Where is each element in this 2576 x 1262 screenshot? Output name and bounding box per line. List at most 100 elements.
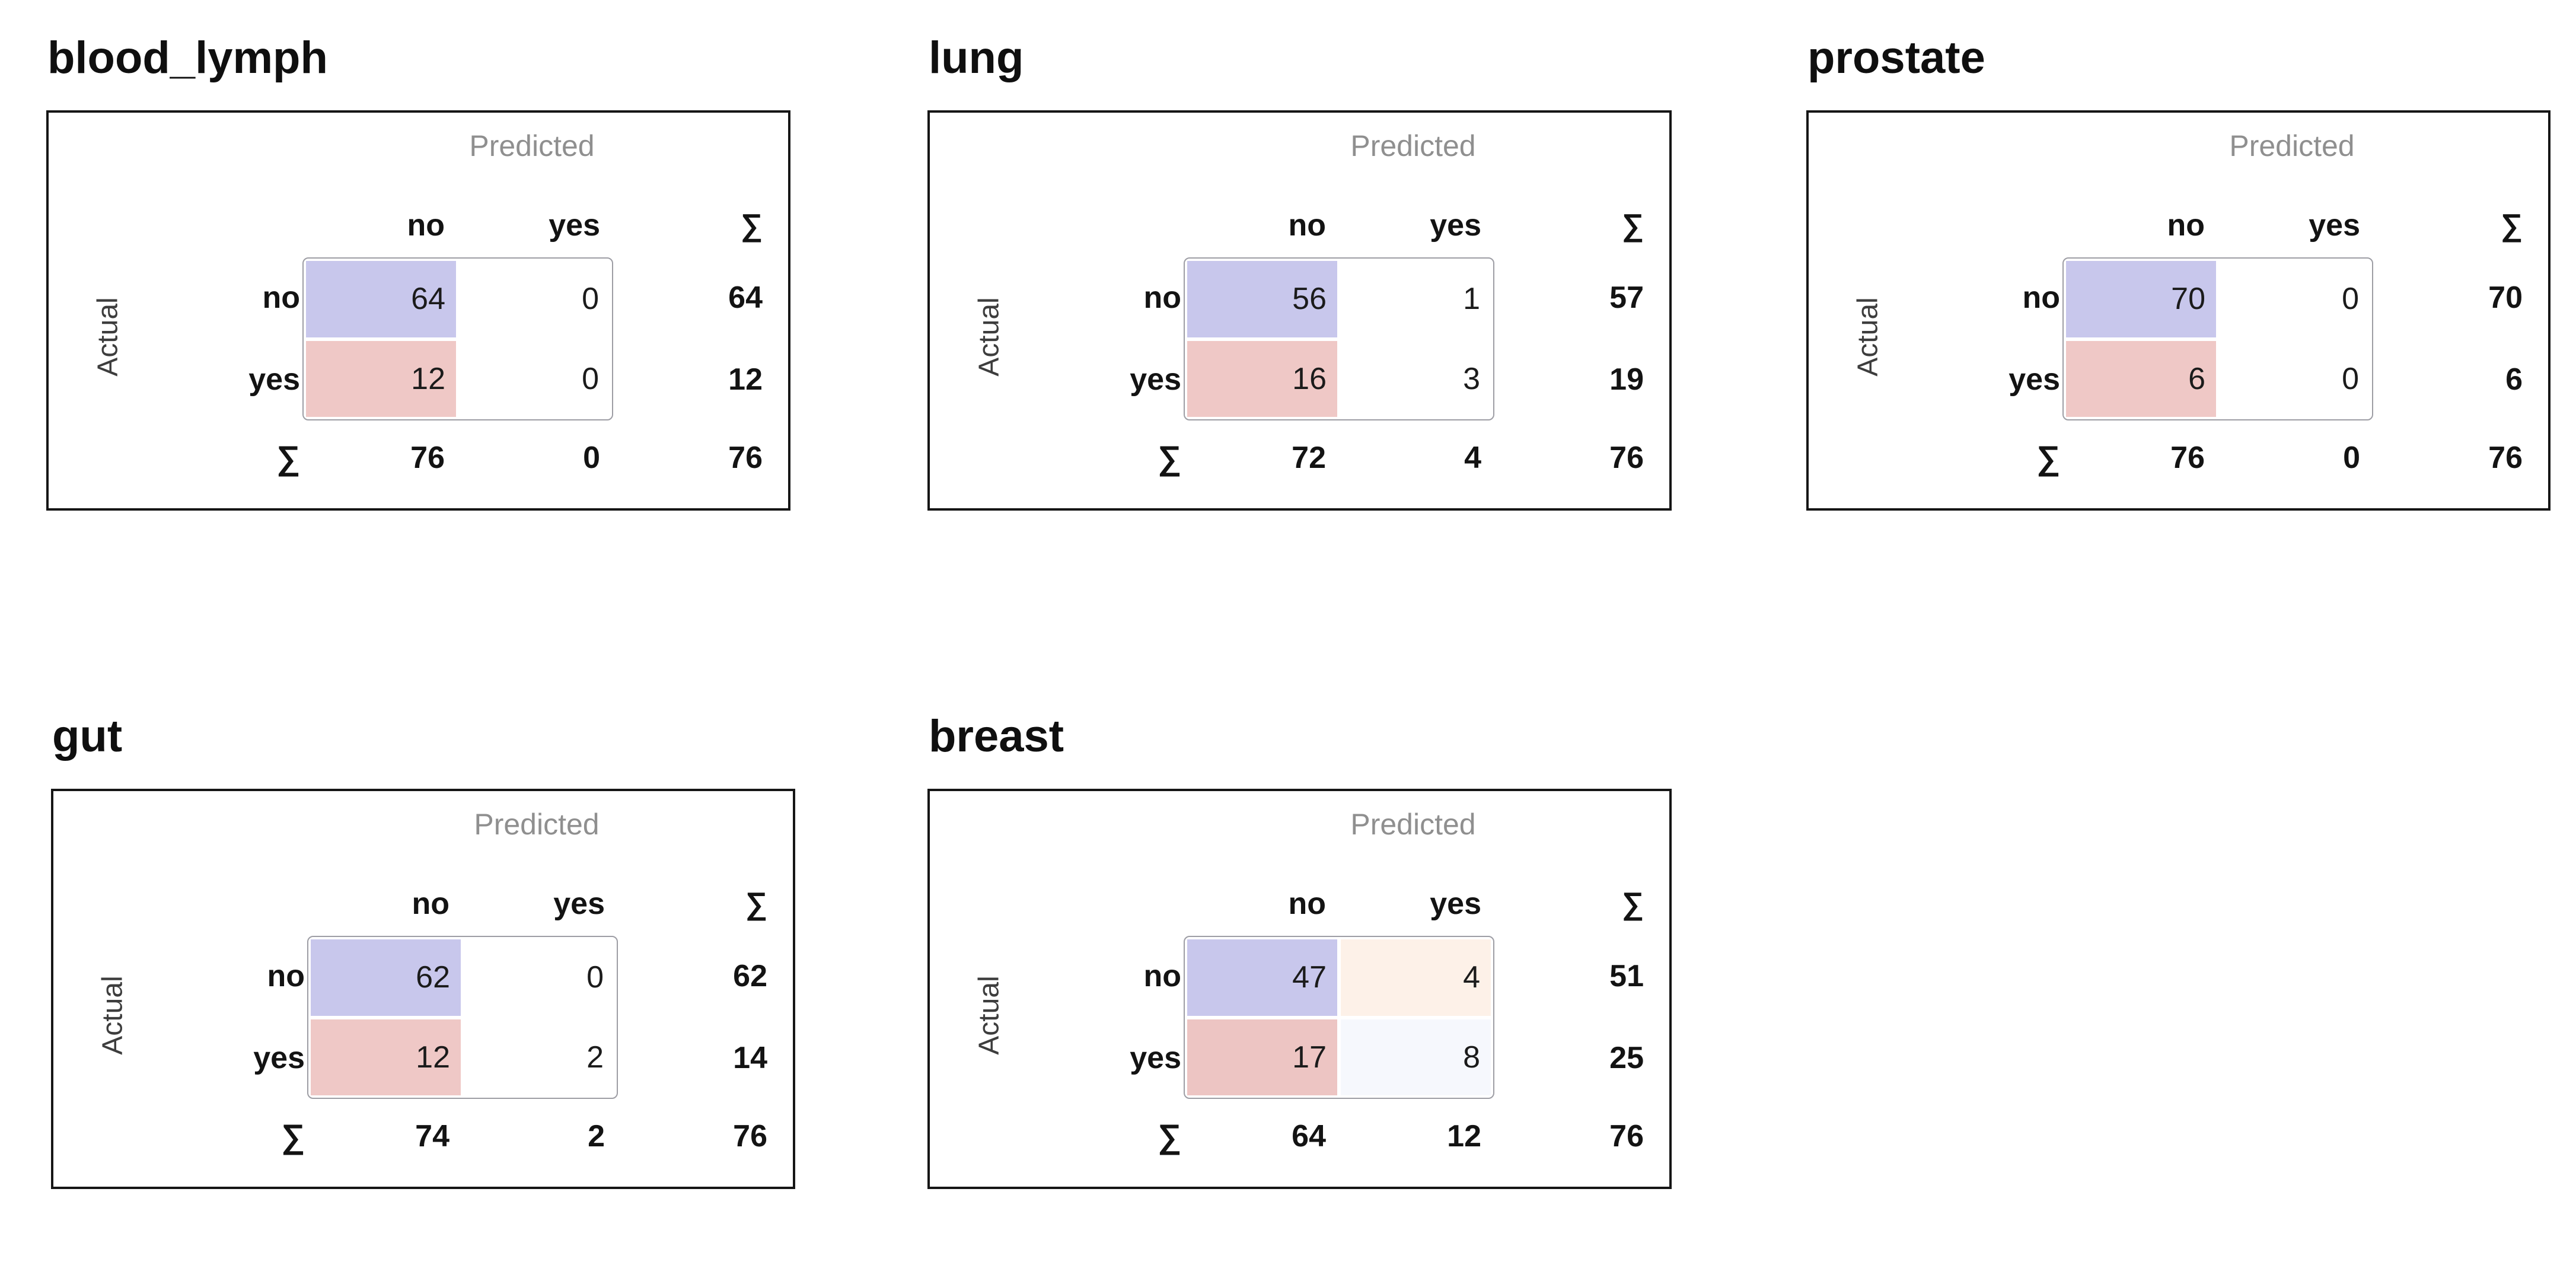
row-sum-no: 70 [2488, 281, 2523, 315]
grand-total: 76 [1609, 1119, 1644, 1153]
matrix-cell-yes-no: 16 [1187, 340, 1337, 417]
row-label-yes: yes [248, 362, 300, 397]
col-header-sum-icon: ∑ [740, 208, 763, 243]
panel-title: blood_lymph [47, 33, 328, 83]
col-header-yes: yes [2309, 208, 2360, 243]
row-label-no: no [1143, 281, 1181, 315]
sum-row-label-icon: ∑ [2036, 439, 2060, 476]
matrix-cell-yes-yes: 0 [460, 340, 610, 417]
predicted-axis-label: Predicted [469, 129, 595, 162]
row-sum-yes: 25 [1609, 1041, 1644, 1075]
panel-frame: Predicted Actual no yes ∑ no yes 47 4 17… [927, 789, 1672, 1189]
sum-row-label-icon: ∑ [276, 439, 300, 476]
panel-title: breast [929, 711, 1064, 761]
col-header-yes: yes [1430, 208, 1481, 243]
col-sum-no: 76 [410, 441, 445, 475]
matrix-cell-yes-no: 17 [1187, 1019, 1337, 1095]
panel-title: lung [929, 33, 1024, 83]
panel-frame: Predicted Actual no yes ∑ no yes 70 0 6 … [1806, 110, 2551, 511]
matrix-cell-no-no: 62 [311, 939, 461, 1016]
matrix-cell-no-yes: 0 [460, 261, 610, 337]
grand-total: 76 [1609, 441, 1644, 475]
matrix-grid: 62 0 12 2 [307, 936, 618, 1099]
matrix-cell-no-yes: 0 [2220, 261, 2370, 337]
col-header-sum-icon: ∑ [2500, 208, 2523, 243]
row-label-yes: yes [1130, 1041, 1181, 1075]
col-sum-no: 72 [1292, 441, 1326, 475]
row-label-yes: yes [253, 1041, 305, 1075]
matrix-cell-no-no: 64 [306, 261, 456, 337]
matrix-cell-no-no: 47 [1187, 939, 1337, 1016]
matrix-cell-yes-no: 12 [311, 1019, 461, 1095]
matrix-cell-no-yes: 1 [1341, 261, 1491, 337]
row-label-no: no [267, 959, 305, 993]
sum-row-label-icon: ∑ [1158, 439, 1181, 476]
panel-blood-lymph: blood_lymph Predicted Actual no yes ∑ no… [46, 31, 794, 511]
matrix-cell-yes-no: 6 [2066, 340, 2216, 417]
col-sum-yes: 0 [2343, 441, 2360, 475]
matrix-grid: 64 0 12 0 [302, 257, 613, 420]
row-sum-no: 51 [1609, 959, 1644, 993]
row-sum-yes: 6 [2505, 362, 2523, 397]
panel-lung: lung Predicted Actual no yes ∑ no yes 56… [927, 31, 1675, 511]
panel-breast: breast Predicted Actual no yes ∑ no yes … [927, 709, 1675, 1189]
row-label-yes: yes [1130, 362, 1181, 397]
matrix-cell-yes-no: 12 [306, 340, 456, 417]
row-label-no: no [2022, 281, 2060, 315]
sum-row-label-icon: ∑ [1158, 1117, 1181, 1155]
matrix-cell-yes-yes: 0 [2220, 340, 2370, 417]
panel-frame: Predicted Actual no yes ∑ no yes 64 0 12… [46, 110, 790, 511]
row-sum-no: 62 [733, 959, 767, 993]
col-header-no: no [1288, 208, 1326, 243]
row-sum-no: 64 [728, 281, 763, 315]
col-sum-yes: 2 [588, 1119, 605, 1153]
predicted-axis-label: Predicted [2229, 129, 2355, 162]
matrix-cell-yes-yes: 2 [464, 1019, 614, 1095]
matrix-grid: 70 0 6 0 [2062, 257, 2373, 420]
col-sum-no: 74 [415, 1119, 449, 1153]
col-header-sum-icon: ∑ [1621, 887, 1644, 921]
col-sum-yes: 0 [583, 441, 600, 475]
panel-gut: gut Predicted Actual no yes ∑ no yes 62 … [51, 709, 799, 1189]
predicted-axis-label: Predicted [474, 808, 600, 841]
row-sum-no: 57 [1609, 281, 1644, 315]
row-label-no: no [262, 281, 300, 315]
grand-total: 76 [733, 1119, 767, 1153]
matrix-grid: 47 4 17 8 [1184, 936, 1494, 1099]
row-label-yes: yes [2008, 362, 2060, 397]
col-header-yes: yes [549, 208, 600, 243]
panel-frame: Predicted Actual no yes ∑ no yes 56 1 16… [927, 110, 1672, 511]
matrix-cell-yes-yes: 8 [1341, 1019, 1491, 1095]
sum-row-label-icon: ∑ [281, 1117, 305, 1155]
predicted-axis-label: Predicted [1350, 808, 1476, 841]
grand-total: 76 [728, 441, 763, 475]
col-header-yes: yes [1430, 887, 1481, 921]
col-header-sum-icon: ∑ [745, 887, 767, 921]
panel-title: gut [52, 711, 123, 761]
matrix-cell-no-no: 56 [1187, 261, 1337, 337]
matrix-cell-yes-yes: 3 [1341, 340, 1491, 417]
col-sum-yes: 4 [1464, 441, 1481, 475]
row-sum-yes: 12 [728, 362, 763, 397]
panel-prostate: prostate Predicted Actual no yes ∑ no ye… [1806, 31, 2554, 511]
matrix-grid: 56 1 16 3 [1184, 257, 1494, 420]
panel-title: prostate [1807, 33, 1985, 83]
col-header-yes: yes [553, 887, 605, 921]
row-sum-yes: 14 [733, 1041, 767, 1075]
row-label-no: no [1143, 959, 1181, 993]
col-header-no: no [407, 208, 445, 243]
panel-frame: Predicted Actual no yes ∑ no yes 62 0 12… [51, 789, 795, 1189]
col-sum-no: 76 [2170, 441, 2205, 475]
col-sum-yes: 12 [1447, 1119, 1481, 1153]
matrix-cell-no-no: 70 [2066, 261, 2216, 337]
matrix-cell-no-yes: 4 [1341, 939, 1491, 1016]
col-sum-no: 64 [1292, 1119, 1326, 1153]
col-header-no: no [412, 887, 449, 921]
col-header-no: no [1288, 887, 1326, 921]
predicted-axis-label: Predicted [1350, 129, 1476, 162]
col-header-no: no [2167, 208, 2205, 243]
col-header-sum-icon: ∑ [1621, 208, 1644, 243]
row-sum-yes: 19 [1609, 362, 1644, 397]
grand-total: 76 [2488, 441, 2523, 475]
